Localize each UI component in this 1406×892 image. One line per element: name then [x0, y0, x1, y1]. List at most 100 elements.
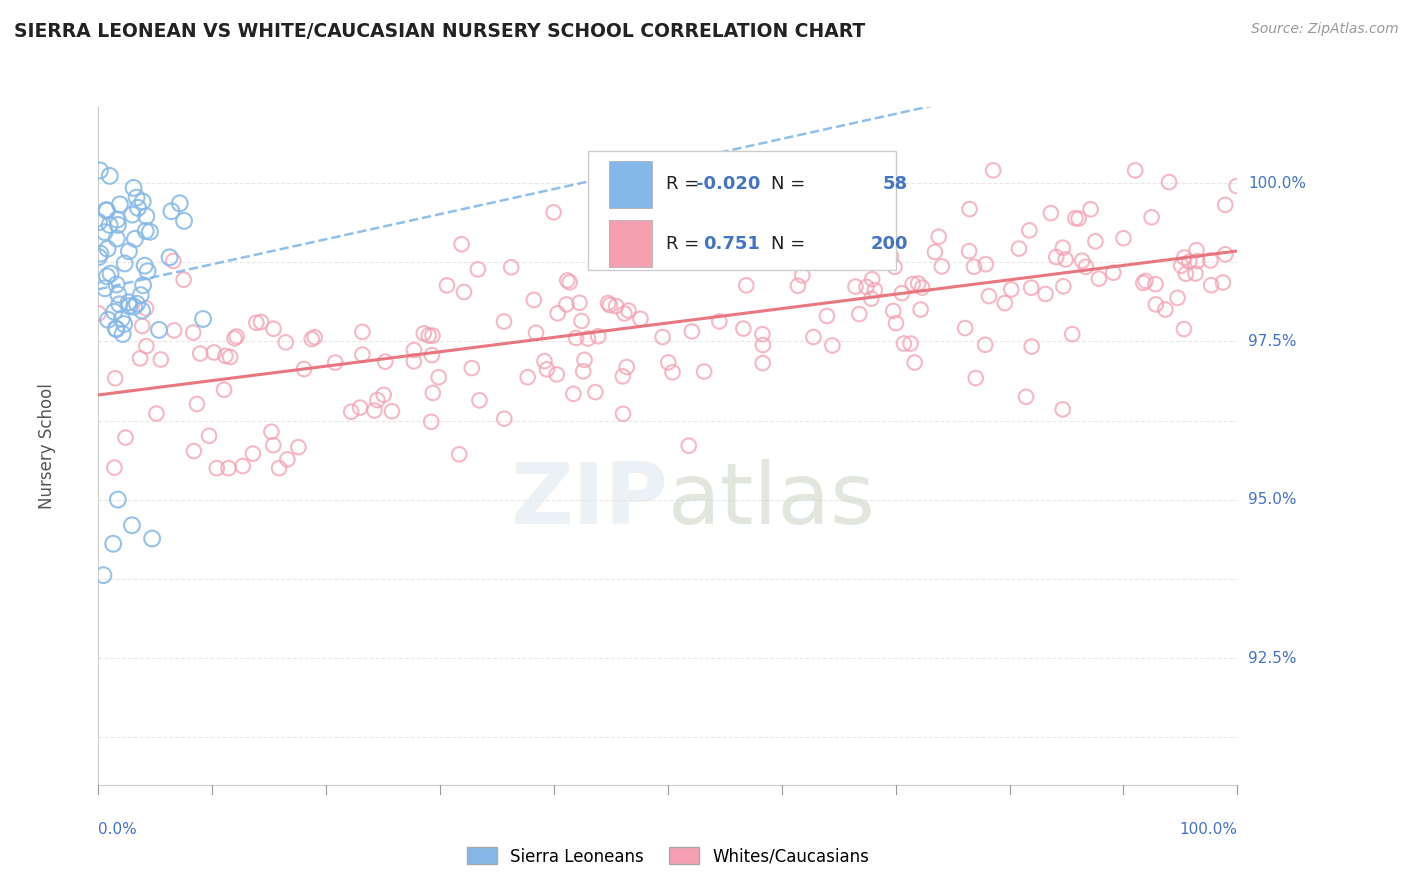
Point [598, 296, 620, 310]
Point [105, 212, 128, 227]
Point [450, 237, 472, 252]
Point [657, 355, 679, 369]
Point [122, 300, 145, 314]
Point [131, 303, 153, 318]
Point [890, 286, 912, 301]
Point [104, 371, 127, 385]
Point [1052, 402, 1074, 417]
Point [1035, 287, 1057, 301]
Point [586, 329, 609, 343]
Point [148, 323, 170, 337]
Point [1215, 247, 1237, 261]
Point [352, 325, 374, 339]
Point [1135, 274, 1157, 288]
Point [1071, 253, 1094, 268]
Point [107, 287, 129, 301]
Point [651, 330, 673, 344]
Point [323, 355, 346, 369]
Point [149, 352, 172, 367]
Point [605, 299, 627, 313]
Point [349, 401, 371, 415]
Point [111, 311, 134, 326]
Point [105, 277, 128, 292]
Point [366, 393, 388, 408]
Point [562, 387, 585, 401]
Point [571, 314, 593, 328]
Point [523, 293, 546, 307]
Point [87, 250, 110, 264]
Point [134, 259, 156, 273]
Point [449, 447, 471, 461]
Point [844, 279, 866, 293]
Point [173, 214, 195, 228]
Point [681, 324, 703, 338]
Point [910, 302, 932, 317]
Point [224, 331, 246, 345]
Point [1123, 163, 1146, 178]
Point [780, 201, 803, 215]
FancyBboxPatch shape [609, 220, 652, 268]
Point [108, 297, 131, 311]
Point [145, 407, 167, 421]
Point [901, 277, 924, 291]
Point [860, 292, 883, 306]
Point [1185, 243, 1208, 257]
Point [1054, 252, 1077, 267]
Point [114, 431, 136, 445]
Point [1074, 260, 1097, 274]
Point [1144, 297, 1167, 311]
Point [98, 218, 121, 232]
Point [301, 332, 323, 346]
Text: 95.0%: 95.0% [1249, 492, 1296, 508]
Point [806, 246, 828, 260]
Point [107, 492, 129, 507]
Point [219, 350, 242, 364]
Point [292, 362, 315, 376]
Text: SIERRA LEONEAN VS WHITE/CAUCASIAN NURSERY SCHOOL CORRELATION CHART: SIERRA LEONEAN VS WHITE/CAUCASIAN NURSER… [14, 22, 865, 41]
Point [139, 225, 162, 239]
Point [163, 323, 186, 337]
Point [516, 370, 538, 384]
FancyBboxPatch shape [609, 161, 652, 208]
Text: N =: N = [772, 176, 811, 194]
Point [1064, 211, 1087, 226]
Point [994, 296, 1017, 310]
Point [1132, 276, 1154, 290]
Point [1088, 271, 1111, 285]
Point [709, 314, 731, 328]
Point [135, 339, 157, 353]
Point [135, 301, 157, 316]
Point [205, 461, 228, 475]
Point [904, 355, 927, 369]
Point [112, 317, 135, 331]
Point [678, 439, 700, 453]
Point [1225, 179, 1247, 194]
Point [1178, 254, 1201, 268]
Point [245, 316, 267, 330]
Point [1140, 211, 1163, 225]
Point [267, 461, 290, 475]
Point [402, 343, 425, 357]
Point [218, 461, 240, 475]
Point [274, 335, 297, 350]
Point [122, 181, 145, 195]
Point [928, 229, 950, 244]
Point [536, 362, 558, 376]
Point [689, 253, 711, 268]
Point [1174, 267, 1197, 281]
Point [1102, 266, 1125, 280]
Point [1062, 327, 1084, 342]
Point [260, 425, 283, 439]
Text: 100.0%: 100.0% [1249, 176, 1306, 191]
Point [1000, 282, 1022, 296]
Point [616, 359, 638, 374]
Point [141, 532, 163, 546]
Point [565, 331, 588, 345]
Point [242, 447, 264, 461]
Point [132, 278, 155, 293]
Point [118, 244, 141, 259]
Point [129, 288, 152, 302]
Point [114, 256, 136, 270]
Point [103, 460, 125, 475]
Point [93, 568, 115, 582]
